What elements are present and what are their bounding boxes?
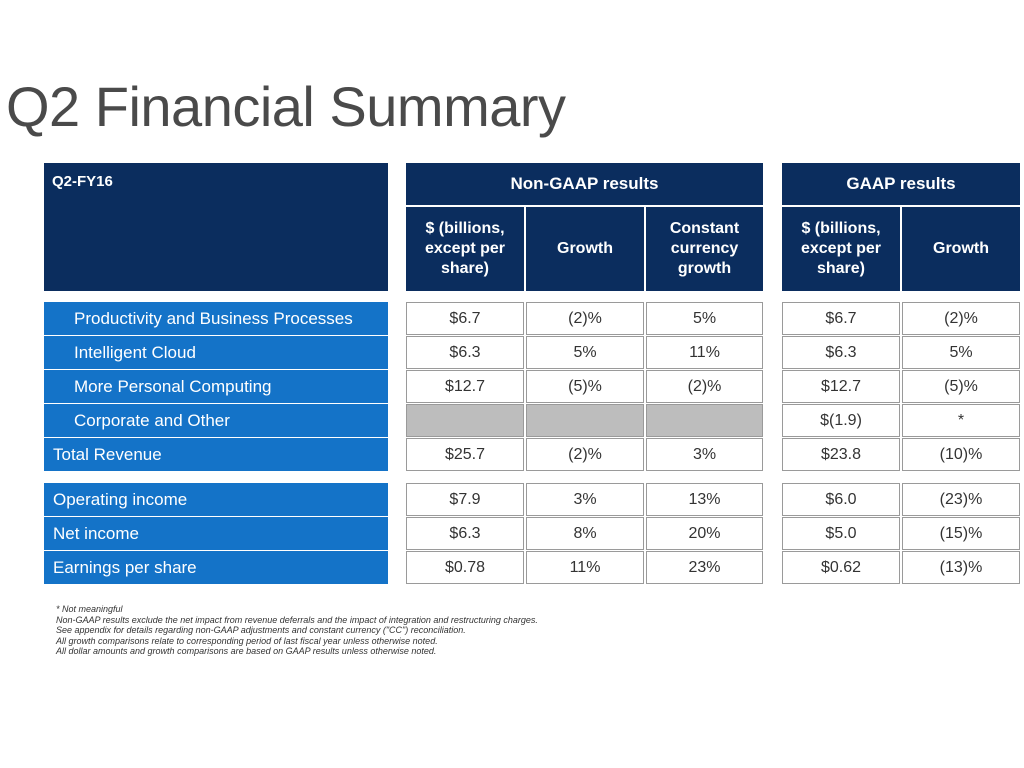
- non-gaap-cell: (5)%: [526, 370, 644, 403]
- col-header-ng-cc: Constant currency growth: [646, 207, 763, 291]
- non-gaap-cell: (2)%: [526, 302, 644, 335]
- non-gaap-cell: 8%: [526, 517, 644, 550]
- row-label: Operating income: [44, 483, 388, 516]
- row-label: Intelligent Cloud: [44, 336, 388, 369]
- non-gaap-cell: $0.78: [406, 551, 524, 584]
- row-label: Total Revenue: [44, 438, 388, 471]
- non-gaap-cell: 13%: [646, 483, 763, 516]
- row-label: More Personal Computing: [44, 370, 388, 403]
- gaap-cell: $0.62: [782, 551, 900, 584]
- col-header-g-value: $ (billions, except per share): [782, 207, 900, 291]
- non-gaap-cell: 5%: [646, 302, 763, 335]
- footnote: All dollar amounts and growth comparison…: [56, 646, 437, 656]
- row-label: Productivity and Business Processes: [44, 302, 388, 335]
- gaap-cell: (15)%: [902, 517, 1020, 550]
- non-gaap-cell: 3%: [526, 483, 644, 516]
- non-gaap-cell: 11%: [526, 551, 644, 584]
- blank-cell: [526, 404, 644, 437]
- row-label: Earnings per share: [44, 551, 388, 584]
- page-title: Q2 Financial Summary: [6, 75, 566, 138]
- non-gaap-cell: 20%: [646, 517, 763, 550]
- non-gaap-cell: $6.7: [406, 302, 524, 335]
- footnotes: * Not meaningful Non-GAAP results exclud…: [56, 604, 538, 657]
- blank-cell: [646, 404, 763, 437]
- gaap-header: GAAP results: [782, 163, 1020, 205]
- row-label: Corporate and Other: [44, 404, 388, 437]
- non-gaap-cell: $12.7: [406, 370, 524, 403]
- gaap-cell: *: [902, 404, 1020, 437]
- gaap-cell: $6.0: [782, 483, 900, 516]
- gaap-cell: (2)%: [902, 302, 1020, 335]
- gaap-cell: (23)%: [902, 483, 1020, 516]
- gaap-cell: $(1.9): [782, 404, 900, 437]
- non-gaap-cell: $6.3: [406, 336, 524, 369]
- row-label: Net income: [44, 517, 388, 550]
- period-header: Q2-FY16: [44, 163, 388, 291]
- non-gaap-cell: 5%: [526, 336, 644, 369]
- gaap-cell: $12.7: [782, 370, 900, 403]
- non-gaap-cell: 3%: [646, 438, 763, 471]
- blank-cell: [406, 404, 524, 437]
- non-gaap-cell: 11%: [646, 336, 763, 369]
- non-gaap-cell: $6.3: [406, 517, 524, 550]
- gaap-cell: $23.8: [782, 438, 900, 471]
- col-header-ng-growth: Growth: [526, 207, 644, 291]
- gaap-cell: $5.0: [782, 517, 900, 550]
- gaap-cell: (10)%: [902, 438, 1020, 471]
- gaap-cell: $6.3: [782, 336, 900, 369]
- non-gaap-header: Non-GAAP results: [406, 163, 763, 205]
- footnote: Non-GAAP results exclude the net impact …: [56, 614, 538, 625]
- gaap-cell: 5%: [902, 336, 1020, 369]
- non-gaap-cell: (2)%: [526, 438, 644, 471]
- footnote: All growth comparisons relate to corresp…: [56, 635, 438, 646]
- col-header-ng-value: $ (billions, except per share): [406, 207, 524, 291]
- gaap-cell: (13)%: [902, 551, 1020, 584]
- non-gaap-cell: $7.9: [406, 483, 524, 516]
- footnote: See appendix for details regarding non-G…: [56, 625, 466, 635]
- non-gaap-cell: $25.7: [406, 438, 524, 471]
- non-gaap-cell: (2)%: [646, 370, 763, 403]
- non-gaap-cell: 23%: [646, 551, 763, 584]
- footnote: * Not meaningful: [56, 604, 123, 614]
- gaap-cell: $6.7: [782, 302, 900, 335]
- gaap-cell: (5)%: [902, 370, 1020, 403]
- col-header-g-growth: Growth: [902, 207, 1020, 291]
